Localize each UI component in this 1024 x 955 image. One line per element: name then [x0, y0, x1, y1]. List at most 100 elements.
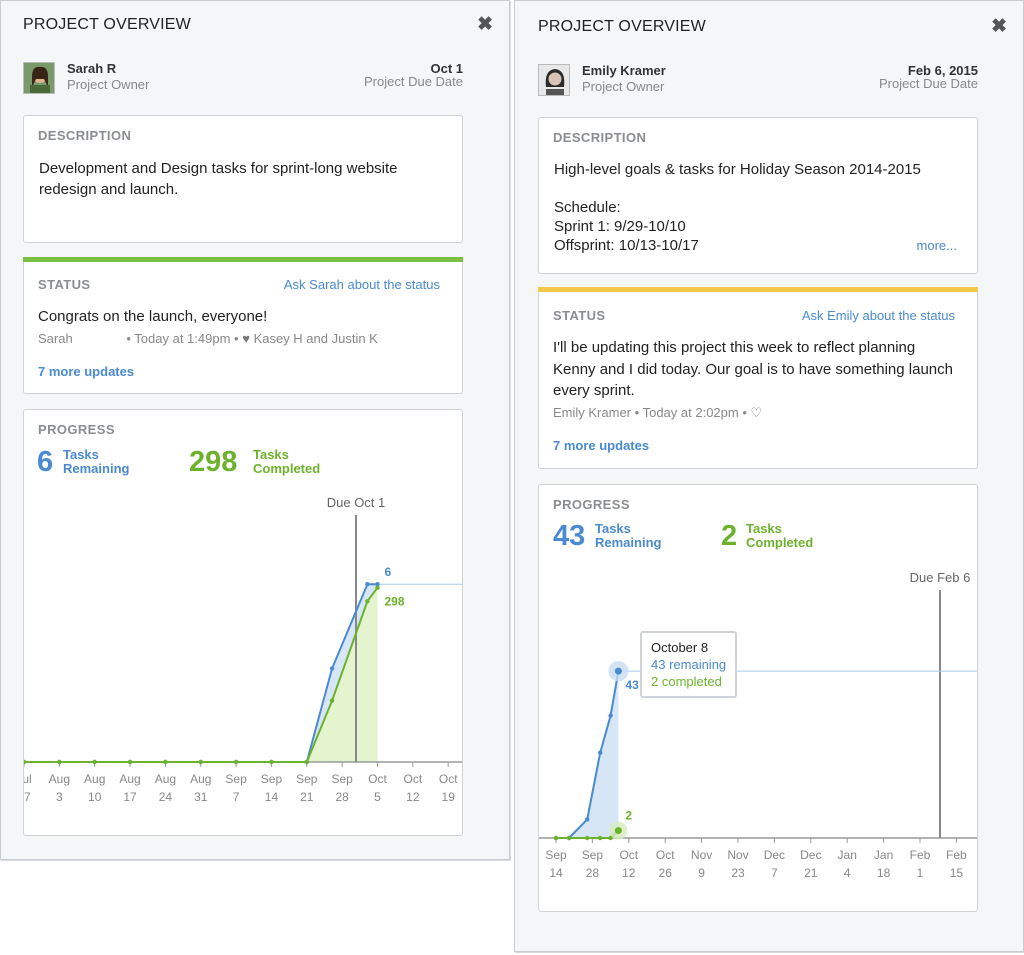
x-tick-label-day: 1 — [917, 866, 924, 880]
due-date-label: Project Due Date — [879, 76, 978, 91]
x-tick-label-month: Feb — [946, 848, 967, 862]
x-tick-label-month: Sep — [261, 772, 283, 786]
x-tick-label-day: 3 — [56, 790, 63, 804]
x-tick-label-month: Nov — [727, 848, 748, 862]
close-icon[interactable]: ✖ — [991, 16, 1007, 37]
x-tick-label-day: 17 — [123, 790, 137, 804]
owner-name[interactable]: Emily Kramer — [582, 63, 666, 78]
heart-icon[interactable]: ♥ — [242, 331, 250, 346]
tasks-completed-label: Tasks Completed — [253, 447, 321, 476]
completed-point — [608, 835, 613, 841]
remaining-end-label: 6 — [385, 565, 392, 579]
status-heading: STATUS — [553, 308, 606, 323]
status-author[interactable]: Sarah — [38, 331, 73, 346]
x-tick-label-day: 27 — [23, 790, 31, 804]
x-tick-label-day: 24 — [159, 790, 173, 804]
completed-point — [598, 835, 603, 841]
completed-point — [329, 698, 335, 703]
x-tick-label-month: Dec — [764, 848, 785, 862]
status-message: I'll be updating this project this week … — [553, 339, 953, 399]
completed-point — [24, 759, 27, 765]
x-tick-label-day: 28 — [335, 790, 349, 804]
due-date: Feb 6, 2015 — [907, 63, 978, 78]
more-updates-link[interactable]: 7 more updates — [553, 438, 650, 453]
progress-heading: PROGRESS — [38, 422, 115, 437]
project-overview-panel-left: PROJECT OVERVIEW ✖ Sarah R Project Owner… — [0, 0, 510, 860]
completed-point — [127, 759, 133, 765]
status-meta: Emily Kramer • Today at 2:02pm • ♡ — [553, 405, 763, 420]
chart-tooltip: October 8 43 remaining 2 completed — [640, 631, 738, 698]
x-tick-label-month: Oct — [439, 772, 458, 786]
completed-point — [566, 835, 572, 841]
completed-end-label: 298 — [385, 595, 405, 609]
tasks-completed-label: Tasks Completed — [746, 521, 814, 550]
description-card: DESCRIPTION High-level goals & tasks for… — [538, 117, 978, 274]
close-icon[interactable]: ✖ — [477, 14, 493, 35]
status-author[interactable]: Emily Kramer — [553, 405, 632, 420]
status-time: Today at 2:02pm — [642, 405, 739, 420]
remaining-point — [598, 750, 603, 755]
x-tick-label-month: Oct — [619, 848, 638, 862]
completed-point — [163, 759, 168, 765]
remaining-active-point — [614, 667, 622, 675]
completed-active-point — [614, 827, 622, 835]
status-card: STATUS Ask Emily about the status I'll b… — [538, 287, 978, 469]
x-tick-label-day: 26 — [659, 866, 673, 880]
owner-row: Emily Kramer Project Owner Feb 6, 2015 P… — [538, 63, 978, 99]
description-card: DESCRIPTION Development and Design tasks… — [23, 115, 463, 243]
x-tick-label-month: Sep — [225, 772, 247, 786]
x-tick-label-month: Aug — [190, 772, 211, 786]
ask-about-status-link[interactable]: Ask Sarah about the status — [283, 277, 440, 292]
tasks-completed-count: 298 — [189, 446, 238, 478]
x-tick-label-day: 15 — [950, 866, 964, 880]
x-tick-label-month: Nov — [691, 848, 712, 862]
description-heading: DESCRIPTION — [553, 130, 647, 145]
x-tick-label-month: Aug — [84, 772, 105, 786]
ask-about-status-link[interactable]: Ask Emily about the status — [801, 308, 955, 323]
status-color-bar — [538, 287, 978, 292]
status-time: Today at 1:49pm — [134, 331, 231, 346]
completed-point — [269, 759, 274, 765]
remaining-point — [608, 713, 613, 718]
x-tick-label-day: 21 — [300, 790, 314, 804]
x-tick-label-month: Sep — [331, 772, 353, 786]
x-tick-label-day: 12 — [406, 790, 420, 804]
x-tick-label-month: Jan — [874, 848, 893, 862]
x-tick-label-day: 5 — [374, 790, 381, 804]
completed-point — [92, 759, 97, 765]
description-more-link[interactable]: more... — [916, 238, 957, 253]
x-tick-label-day: 7 — [233, 790, 240, 804]
status-meta: Sarah • Today at 1:49pm • ♥ Kasey H and … — [38, 331, 378, 346]
owner-role: Project Owner — [582, 79, 665, 94]
completed-point — [57, 759, 62, 765]
status-color-bar — [23, 257, 463, 262]
description-text: High-level goals & tasks for Holiday Sea… — [554, 161, 921, 254]
tasks-completed-count: 2 — [721, 520, 738, 552]
x-tick-label-month: Sep — [545, 848, 567, 862]
x-tick-label-month: Oct — [368, 772, 387, 786]
remaining-point — [329, 666, 335, 671]
status-heading: STATUS — [38, 277, 91, 292]
x-tick-label-month: Sep — [296, 772, 318, 786]
x-tick-label-month: Aug — [119, 772, 140, 786]
due-date: Oct 1 — [430, 61, 463, 76]
due-date-label: Due Feb 6 — [910, 570, 971, 585]
avatar — [538, 64, 570, 96]
x-tick-label-day: 9 — [698, 866, 705, 880]
completed-point — [198, 759, 203, 765]
heart-icon[interactable]: ♡ — [750, 405, 763, 420]
progress-chart: Jul 27 Aug 3 Aug 10 Aug 17 Aug 24 Aug 31 Sep 7 Sep 14 Se… — [23, 495, 462, 804]
status-card: STATUS Ask Sarah about the status Congra… — [23, 257, 463, 394]
x-tick-label-month: Oct — [656, 848, 675, 862]
x-tick-label-month: Aug — [49, 772, 70, 786]
tooltip-date: October 8 — [651, 640, 709, 655]
x-tick-label-day: 23 — [731, 866, 745, 880]
x-tick-label-day: 14 — [549, 866, 563, 880]
completed-end-label: 2 — [625, 809, 632, 823]
panel-title: PROJECT OVERVIEW — [538, 18, 706, 35]
owner-name[interactable]: Sarah R — [67, 61, 117, 76]
x-tick-label-month: Feb — [910, 848, 931, 862]
status-message: Congrats on the launch, everyone! — [38, 308, 268, 325]
status-likes[interactable]: Kasey H and Justin K — [253, 331, 378, 346]
more-updates-link[interactable]: 7 more updates — [38, 364, 135, 379]
